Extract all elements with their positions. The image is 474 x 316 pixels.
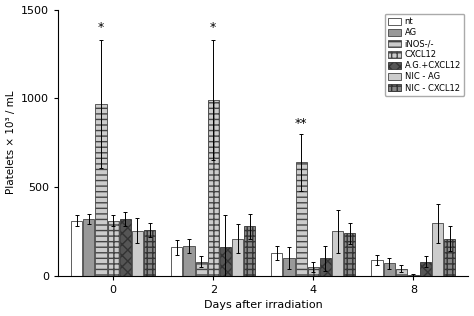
Bar <box>371 260 383 276</box>
Bar <box>132 231 143 276</box>
Bar <box>208 100 219 276</box>
Bar <box>271 253 283 276</box>
Bar <box>71 221 82 276</box>
Bar <box>144 230 155 276</box>
Text: *: * <box>98 21 104 34</box>
Bar <box>83 219 94 276</box>
Bar <box>195 262 207 276</box>
Bar <box>420 262 431 276</box>
Y-axis label: Platelets × 10³ / mL: Platelets × 10³ / mL <box>6 91 16 194</box>
Bar <box>283 258 295 276</box>
Bar <box>108 221 119 276</box>
Bar <box>220 246 231 276</box>
Bar <box>344 233 356 276</box>
Bar <box>95 104 107 276</box>
X-axis label: Days after irradiation: Days after irradiation <box>204 301 323 310</box>
Bar <box>396 269 407 276</box>
Text: **: ** <box>295 117 308 130</box>
Bar <box>432 223 443 276</box>
Bar <box>171 247 182 276</box>
Bar <box>244 226 255 276</box>
Bar <box>120 219 131 276</box>
Bar <box>308 267 319 276</box>
Bar <box>296 162 307 276</box>
Bar <box>232 239 243 276</box>
Bar <box>408 275 419 276</box>
Bar <box>320 258 331 276</box>
Bar <box>183 246 194 276</box>
Text: *: * <box>210 21 216 34</box>
Bar <box>383 264 395 276</box>
Bar <box>444 239 456 276</box>
Legend: nt, AG, iNOS-/-, CXCL12, A.G.+CXCL12, NIC - AG, NIC - CXCL12: nt, AG, iNOS-/-, CXCL12, A.G.+CXCL12, NI… <box>385 14 464 96</box>
Bar <box>332 232 343 276</box>
